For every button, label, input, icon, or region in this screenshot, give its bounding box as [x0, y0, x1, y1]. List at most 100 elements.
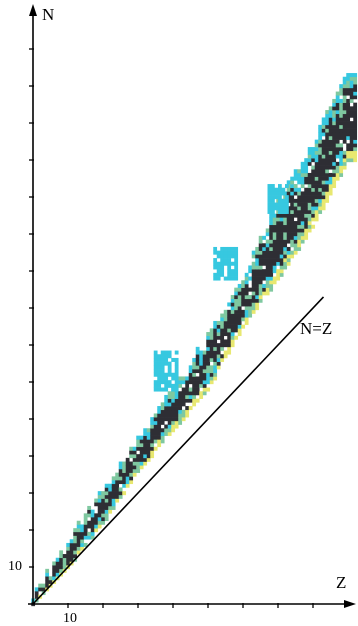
nuclide-cell — [87, 524, 92, 529]
nuclide-cell — [349, 73, 354, 78]
nuclide-cell — [230, 250, 235, 255]
nuclide-cell — [209, 376, 214, 381]
nuclide-cell — [192, 372, 197, 377]
nuclide-cell — [286, 221, 291, 226]
nuclide-cell — [304, 198, 309, 203]
nuclide-cell — [216, 250, 221, 255]
nuclide-cell — [244, 309, 249, 314]
nuclide-cell — [328, 110, 333, 115]
nuclide-cell — [311, 176, 316, 181]
nuclide-cell — [304, 176, 309, 181]
nuclide-cell — [227, 317, 232, 322]
nuclide-cell — [66, 561, 71, 566]
nuclide-cell — [241, 291, 246, 296]
nuclide-cell — [167, 383, 172, 388]
nuclide-cell — [265, 283, 270, 288]
nuclide-cell — [297, 195, 302, 200]
nuclide-cell — [300, 224, 305, 229]
nuclide-cell — [220, 250, 225, 255]
nuclide-cell — [209, 343, 214, 348]
nuclide-cell — [353, 143, 358, 148]
nuclide-cell — [167, 406, 172, 411]
nuclide-cell — [328, 124, 333, 129]
nuclide-band — [31, 73, 358, 607]
nuclide-cell — [311, 147, 316, 152]
nuclide-cell — [353, 106, 358, 111]
nuclide-cell — [321, 158, 326, 163]
nuclide-cell — [328, 172, 333, 177]
nuclide-cell — [248, 265, 253, 270]
nuclide-cell — [281, 191, 286, 196]
nuclide-cell — [192, 394, 197, 399]
nuclide-cell — [272, 280, 277, 285]
nuclide-cell — [202, 376, 207, 381]
nuclide-cell — [297, 187, 302, 192]
nuclide-cell — [276, 235, 281, 240]
nuclide-cell — [304, 165, 309, 170]
nuclide-cell — [241, 309, 246, 314]
nuclide-cell — [167, 413, 172, 418]
nuclide-cell — [164, 406, 169, 411]
nuclide-cell — [220, 324, 225, 329]
nuclide-cell — [279, 217, 284, 222]
nuclide-cell — [164, 424, 169, 429]
nuclide-cell — [171, 372, 176, 377]
nuclide-cell — [304, 213, 309, 218]
nuclide-cell — [244, 302, 249, 307]
nuclide-cell — [267, 198, 272, 203]
nuclide-cell — [300, 235, 305, 240]
nuclide-cell — [300, 228, 305, 233]
nuclide-cell — [353, 135, 358, 140]
nuclide-cell — [223, 254, 228, 259]
nuclide-cell — [293, 172, 298, 177]
nuclide-cell — [283, 217, 288, 222]
nuclide-cell — [153, 424, 158, 429]
nuclide-cell — [153, 446, 158, 451]
nuclide-cell — [178, 420, 183, 425]
nuclide-cell — [262, 246, 267, 251]
nuclide-cell — [265, 280, 270, 285]
nuclide-cell — [251, 250, 256, 255]
nuclide-cell — [94, 498, 99, 503]
nuclide-cell — [353, 95, 358, 100]
nuclide-cell — [83, 524, 88, 529]
nuclide-cell — [188, 365, 193, 370]
nuclide-cell — [185, 409, 190, 414]
nuclide-cell — [269, 254, 274, 259]
nuclide-cell — [73, 528, 78, 533]
nuclide-cell — [216, 269, 221, 274]
nuclide-cell — [318, 147, 323, 152]
nuclide-cell — [332, 117, 337, 122]
nuclide-cell — [237, 291, 242, 296]
nuclide-cell — [311, 191, 316, 196]
nuclide-cell — [97, 494, 102, 499]
nuclide-cell — [136, 454, 141, 459]
nuclide-cell — [255, 276, 260, 281]
nuclide-cell — [160, 402, 165, 407]
nuclide-cell — [234, 309, 239, 314]
nuclide-cell — [167, 350, 172, 355]
nuclide-cell — [188, 406, 193, 411]
nuclide-cell — [209, 332, 214, 337]
y-axis-arrowhead — [29, 4, 37, 16]
nuclide-cell — [349, 150, 354, 155]
nuclide-cell — [318, 124, 323, 129]
nuclide-cell — [286, 246, 291, 251]
nuclide-cell — [328, 143, 333, 148]
nuclide-cell — [332, 102, 337, 107]
nuclide-cell — [115, 494, 120, 499]
nuclide-cell — [227, 276, 232, 281]
nuclide-cell — [234, 302, 239, 307]
nuclide-cell — [213, 346, 218, 351]
nuclide-cell — [272, 261, 277, 266]
nuclide-cell — [150, 446, 155, 451]
nuclide-cell — [300, 217, 305, 222]
x-axis-arrowhead — [344, 600, 356, 608]
nuclide-cell — [108, 491, 113, 496]
nuclide-cell — [274, 206, 279, 211]
nuclide-cell — [325, 113, 330, 118]
nuclide-cell — [290, 239, 295, 244]
nuclide-cell — [122, 465, 127, 470]
nuclide-cell — [244, 317, 249, 322]
nuclide-cell — [293, 228, 298, 233]
